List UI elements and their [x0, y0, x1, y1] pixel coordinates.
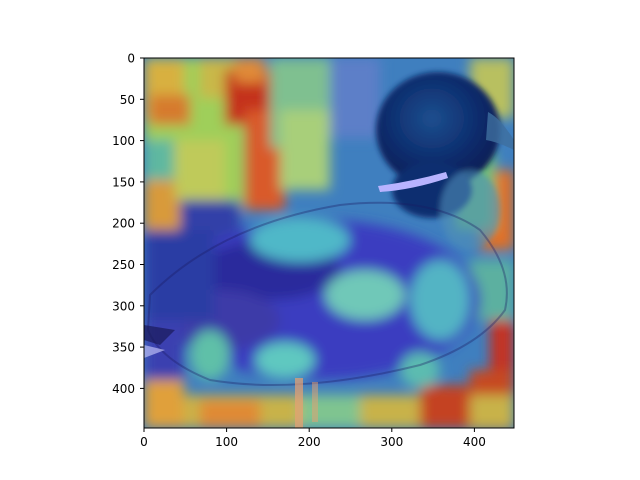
y-tick-label: 200 [112, 217, 135, 231]
y-tick-label: 350 [112, 341, 135, 355]
x-tick-label: 200 [298, 435, 321, 449]
y-tick-label: 250 [112, 258, 135, 272]
y-axis: 0 50 100 150 200 250 300 350 400 [112, 52, 144, 396]
y-tick-label: 150 [112, 175, 135, 189]
heatmap-image [144, 58, 514, 428]
x-tick-label: 400 [463, 435, 486, 449]
x-tick-label: 0 [140, 435, 148, 449]
y-tick-label: 0 [127, 52, 135, 66]
x-tick-label: 100 [215, 435, 238, 449]
x-axis: 0 100 200 300 400 [140, 428, 486, 449]
y-tick-label: 300 [112, 299, 135, 313]
y-tick-label: 400 [112, 382, 135, 396]
x-tick-label: 300 [380, 435, 403, 449]
y-tick-label: 100 [112, 134, 135, 148]
axes-frame [143, 57, 515, 429]
y-tick-label: 50 [120, 93, 135, 107]
